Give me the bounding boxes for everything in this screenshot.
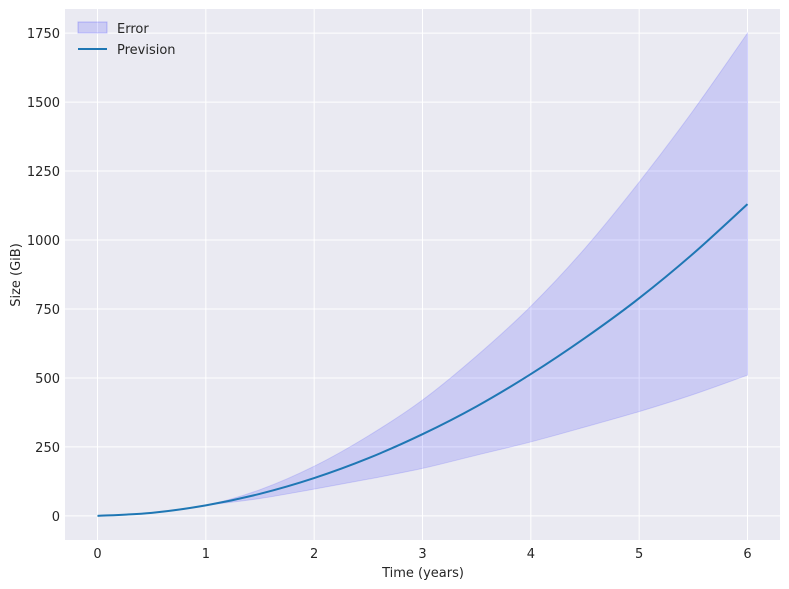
prevision-line — [97, 203, 749, 517]
y-tick-label: 1250 — [27, 165, 60, 180]
prevision-line-layer — [97, 203, 749, 517]
x-axis-title: Time (years) — [381, 566, 464, 581]
x-tick-label: 2 — [310, 547, 318, 562]
y-axis-title: Size (GiB) — [9, 243, 24, 307]
y-tick-labels: 0 250 500 750 1000 1250 1500 1750 — [27, 27, 60, 525]
x-tick-label: 6 — [743, 547, 751, 562]
y-tick-label: 1000 — [27, 234, 60, 249]
legend: Error Prevision — [77, 21, 176, 58]
y-tick-label: 500 — [35, 372, 60, 387]
y-tick-label: 0 — [52, 510, 60, 525]
x-tick-labels: 0 1 2 3 4 5 6 — [93, 547, 751, 562]
x-tick-label: 0 — [93, 547, 101, 562]
grid — [65, 9, 780, 540]
y-tick-label: 1750 — [27, 27, 60, 42]
legend-label-prevision: Prevision — [117, 43, 176, 58]
x-tick-label: 3 — [418, 547, 426, 562]
x-tick-label: 1 — [202, 547, 210, 562]
y-tick-label: 1500 — [27, 96, 60, 111]
x-tick-label: 5 — [635, 547, 643, 562]
x-tick-label: 4 — [527, 547, 535, 562]
y-tick-label: 750 — [35, 303, 60, 318]
error-band-layer — [97, 31, 748, 517]
legend-label-error: Error — [117, 22, 149, 37]
error-band — [97, 31, 748, 517]
y-tick-label: 250 — [35, 441, 60, 456]
legend-swatch-error — [77, 21, 108, 34]
